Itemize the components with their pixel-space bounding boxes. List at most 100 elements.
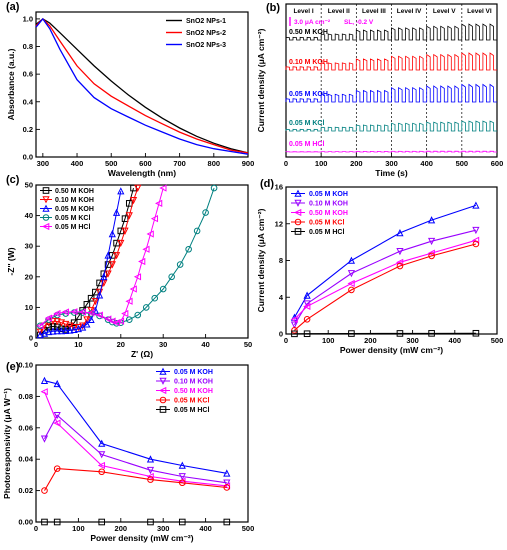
panel-e-data-point (178, 479, 186, 487)
panel-e-legend-marker (159, 396, 167, 404)
panel-0-ytick-label: 0.4 (23, 97, 34, 106)
panel-3-ytick-label: 8 (279, 256, 283, 265)
panel-c-legend-label: 0.50 M KOH (55, 188, 94, 195)
panel-e-legend-label: 0.10 M KOH (174, 379, 213, 386)
panel-c-data-point (112, 252, 121, 260)
panel-3-ytick-label: 16 (275, 183, 283, 192)
panel-c-data-point (45, 327, 53, 336)
panel-c-data-point (66, 322, 74, 330)
panel-2-ytick-label: 50 (25, 181, 33, 190)
panel-c-data-point (159, 184, 167, 192)
panel-3-ytick-label: 12 (275, 219, 283, 228)
panel-c-data-point (87, 315, 95, 323)
panel-d-data-point (347, 256, 356, 264)
panel-c-data-point (117, 187, 125, 195)
panel-c-data-point (95, 288, 104, 297)
panel-1-ylabel: Current density (μA cm⁻²) (256, 28, 266, 132)
panel-c-data-point (134, 311, 142, 319)
panel-3-xtick-label: 200 (364, 336, 377, 345)
panel-c-data-point (176, 261, 184, 268)
panel-c-data-point (146, 230, 154, 238)
panel-c-legend-label: 0.05 M KOH (55, 206, 94, 213)
panel-e-data-point (98, 439, 106, 447)
panel-2-xtick-label: 0 (34, 340, 38, 349)
panel-b-series-label: 0.05 M HCl (289, 141, 324, 148)
panel-c-data-point (125, 316, 133, 323)
panel-4-xlabel: Power density (mW cm⁻²) (90, 533, 193, 543)
panel-4-ytick-label: 0.00 (18, 518, 33, 527)
panel-d-data-point (290, 315, 298, 323)
panel-e-data-point (97, 461, 106, 470)
panel-d-data-point (396, 229, 404, 237)
panel-0-ylabel: Absorbance (a.u.) (6, 48, 16, 120)
panel-b-level-label: Level V (433, 8, 456, 15)
panel-b-level-label: Level I (293, 8, 313, 15)
panel-c-data-point (74, 323, 83, 332)
panel-4-xtick-label: 0 (34, 524, 38, 533)
panel-d-data-point (303, 302, 311, 311)
panel-c-data-point (138, 257, 146, 266)
panel-3-xtick-label: 300 (406, 336, 419, 345)
panel-c-data-point (36, 331, 44, 339)
panel-c-data-point (125, 212, 133, 220)
panel-e-data-point (223, 484, 231, 491)
panel-e-data-point (178, 518, 186, 526)
panel-a-series-line (35, 18, 249, 154)
panel-0-ytick-label: 0.6 (23, 70, 33, 79)
panel-c-data-point (151, 294, 159, 302)
panel-c-data-point (108, 261, 116, 269)
panel-e-data-point (146, 455, 155, 463)
panel-c-data-point (108, 317, 116, 325)
panel-d-legend-marker (294, 208, 302, 217)
panel-e-legend-marker (159, 406, 167, 413)
panel-2-label: (c) (6, 174, 20, 186)
panel-c-data-point (83, 316, 91, 324)
panel-0-xtick-label: 500 (105, 159, 118, 168)
panel-3-xlabel: Power density (mW cm⁻²) (340, 345, 443, 355)
panel-c-data-point (129, 197, 138, 205)
panel-e-data-point (98, 518, 106, 526)
panel-c-data-point (70, 308, 78, 316)
panel-c-data-point (75, 313, 82, 320)
panel-c-data-point (133, 273, 142, 281)
panel-2-ylabel: -Z'' (W) (6, 247, 16, 275)
panel-0-xtick-label: 400 (71, 159, 84, 168)
panel-3-ytick-label: 0 (279, 330, 283, 339)
panel-e-data-point (146, 466, 155, 475)
panel-c-data-point (104, 251, 112, 259)
panel-e-data-point (178, 461, 186, 469)
panel-d-data-point (428, 330, 435, 337)
panel-d-data-point (427, 216, 436, 224)
panel-c-data-point (74, 324, 83, 333)
panel-c-data-point (53, 309, 61, 318)
panel-d-data-point (396, 258, 404, 266)
panel-d-data-point (347, 279, 355, 288)
panel-0-ytick-label: 0.0 (23, 153, 33, 162)
panel-c-legend-label: 0.05 M KCl (55, 215, 90, 222)
panel-1-xtick-label: 200 (350, 159, 363, 168)
panel-a-legend-label: SnO2 NPs-3 (186, 42, 226, 49)
panel-e-data-point (41, 518, 48, 526)
panel-d-legend-label: 0.10 M KOH (309, 201, 348, 208)
panel-d-data-point (472, 226, 480, 235)
panel-3-label: (d) (260, 178, 274, 190)
panel-d-data-point (396, 330, 404, 337)
panel-c-data-point (57, 327, 66, 335)
panel-d-legend-label: 0.50 M KOH (309, 210, 348, 217)
panel-e-legend-label: 0.05 M KOH (174, 369, 213, 376)
panel-b-level-label: Level III (362, 8, 386, 15)
panel-b-level-label: Level IV (397, 8, 422, 15)
panel-c-data-point (185, 245, 192, 253)
panel-c-data-point (78, 308, 86, 316)
panel-0-xlabel: Wavelength (nm) (108, 168, 176, 178)
panel-d-data-point (303, 316, 311, 323)
panel-c-legend-marker (42, 214, 50, 221)
panel-e-data-point (41, 487, 48, 494)
panel-c-data-point (95, 291, 104, 299)
panel-e-data-point (223, 469, 231, 477)
panel-2-ytick-label: 0 (29, 334, 33, 343)
panel-0-ytick-label: 0.2 (23, 125, 33, 134)
panel-0-frame (35, 11, 249, 158)
panel-4-xtick-label: 400 (199, 524, 212, 533)
panel-2-xtick-label: 30 (159, 340, 167, 349)
